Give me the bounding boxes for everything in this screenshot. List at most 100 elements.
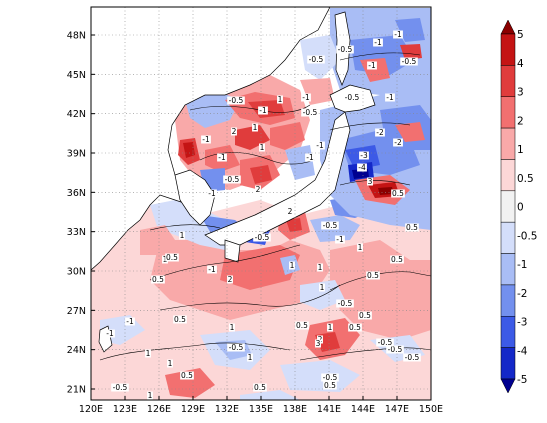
contour-label: 1	[328, 323, 333, 332]
contour-label: -1	[218, 153, 226, 162]
contour-label-bg	[201, 135, 211, 144]
contour-label: 1	[290, 261, 295, 270]
contour-label: 1	[253, 123, 258, 132]
contour-label: 0.5	[296, 321, 308, 330]
contour-label: 0.5	[392, 189, 404, 198]
colorbar-bin	[500, 253, 516, 286]
contour-label-bg	[165, 253, 179, 262]
contour-label: -1	[374, 38, 382, 47]
contour-label-bg	[301, 108, 319, 117]
y-tick-label: 48N	[67, 31, 86, 42]
contour-label-bg	[321, 373, 339, 382]
contour-label: 0.5	[359, 311, 371, 320]
contour-label: 2	[232, 127, 237, 136]
colorbar-bin	[500, 33, 516, 66]
colorbar-label: -0.5	[517, 230, 538, 242]
contour-label: -0.5	[113, 383, 128, 392]
y-tick-label: 36N	[67, 188, 86, 199]
contour-label: -4	[358, 163, 366, 172]
contour-label-bg	[367, 61, 377, 70]
contour-label-bg	[259, 143, 265, 152]
colorbar-bin	[500, 221, 516, 254]
contour-label: 0.5	[181, 371, 193, 380]
contour-label: 0.5	[152, 275, 164, 284]
contour-label-bg	[358, 311, 372, 320]
contour-label: -0.5	[378, 338, 393, 347]
contour-label-bg	[167, 359, 173, 368]
contour-label: -0.5	[225, 175, 240, 184]
y-tick-label: 27N	[67, 306, 86, 317]
y-axis: 48N 45N 42N 39N 36N 33N 30N 27N 24N 21N	[67, 31, 95, 396]
contour-label-bg	[301, 93, 311, 102]
contour-label: 2	[228, 275, 233, 284]
contour-label-bg	[376, 338, 394, 347]
contour-label-bg	[253, 233, 271, 242]
contour-label: 1	[318, 263, 323, 272]
contour-label: -1	[259, 106, 267, 115]
contour-label-bg	[366, 271, 380, 280]
contour-label-bg	[336, 299, 354, 308]
x-tick-label: 120E	[79, 404, 103, 415]
contour-label: 0.5	[367, 271, 379, 280]
colorbar-label: 2	[517, 115, 524, 127]
contour-label-bg	[335, 235, 345, 244]
x-tick-label: 129E	[181, 404, 205, 415]
colorbar-label: 4	[517, 58, 524, 70]
contour-label: -1	[208, 265, 216, 274]
contour-label: -1	[316, 141, 324, 150]
contour-label-bg	[247, 353, 253, 362]
y-tick-label: 21N	[67, 385, 86, 396]
y-tick-label: 42N	[67, 109, 86, 120]
contour-label: -0.5	[338, 45, 353, 54]
colorbar-label: -2	[517, 288, 527, 300]
contour-label-bg	[348, 323, 362, 332]
contour-label-bg	[173, 315, 187, 324]
contour-label-bg	[277, 95, 283, 104]
contour-label-bg	[386, 345, 404, 354]
contour-label: -0.5	[405, 353, 420, 362]
colorbar-bottom-extend	[500, 378, 516, 394]
contour-labels: -1-0.5-1-0.5-1 -0.5-11-0.5-1 -0.5-0.5 -1-21…	[105, 30, 421, 400]
contour-label-bg	[227, 96, 245, 105]
colorbar-label: 1	[517, 144, 524, 156]
x-tick-label: 132E	[215, 404, 239, 415]
contour-label-bg	[400, 57, 418, 66]
contour-label: -1	[306, 153, 314, 162]
contour-label: -0.5	[229, 343, 244, 352]
contour-label: 1	[163, 255, 168, 264]
contour-label: 1	[168, 359, 173, 368]
contour-label: -1	[126, 317, 134, 326]
contour-label-bg	[252, 123, 258, 132]
contour-label: 0.5	[349, 323, 361, 332]
contour-label-bg	[151, 275, 165, 284]
contour-label: 3	[316, 339, 321, 348]
contour-label-bg	[162, 255, 168, 264]
contour-label-bg	[375, 128, 385, 137]
contour-label: -0.5	[303, 108, 318, 117]
contour-label: 2	[288, 207, 293, 216]
contour-label: -0.5	[309, 55, 324, 64]
contour-label-bg	[258, 106, 268, 115]
contour-label-bg	[305, 153, 315, 162]
contour-label: 2	[256, 185, 261, 194]
y-tick-label: 45N	[67, 70, 86, 81]
contour-label-bg	[145, 349, 151, 358]
contour-label: -0.5	[345, 93, 360, 102]
contour-label: 1	[358, 243, 363, 252]
contour-label-bg	[287, 207, 293, 216]
contour-label-bg	[393, 138, 403, 147]
contour-label: -1	[386, 93, 394, 102]
contour-label: -2	[394, 138, 402, 147]
colorbar-label: 0	[517, 202, 524, 214]
contour-label-bg	[307, 55, 325, 64]
contour-label-bg	[180, 371, 194, 380]
contour-label-bg	[315, 339, 321, 348]
colorbar-label: 0.5	[517, 173, 534, 185]
colorbar-label: 5	[517, 29, 524, 41]
contour-label: 3	[368, 177, 373, 186]
contour-label: -1	[106, 329, 114, 338]
contour-label: -0.5	[255, 233, 270, 242]
contour-label: -0.5	[323, 373, 338, 382]
contour-label-bg	[393, 30, 403, 39]
